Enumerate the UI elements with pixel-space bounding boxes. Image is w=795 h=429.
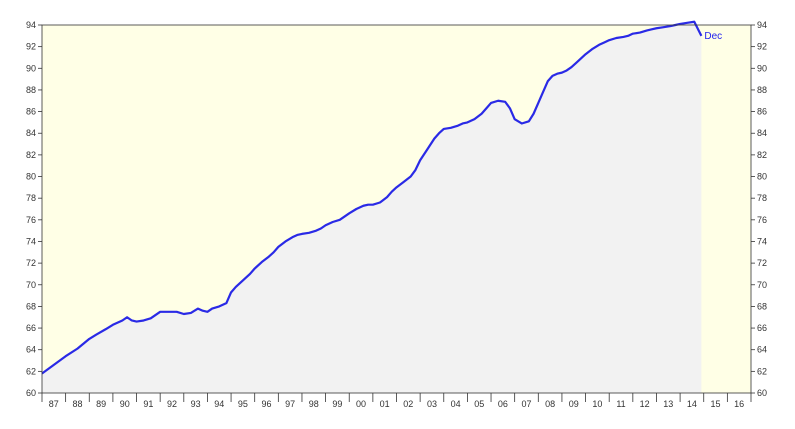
y-tick-label-left: 86 [26, 107, 36, 117]
x-tick-label: 88 [72, 399, 82, 409]
data-line [41, 20, 703, 375]
left-y-axis: 60 62 64 66 68 70 72 74 76 78 80 82 84 86 88 90 92 94 [26, 20, 42, 398]
y-tick-label-right: 68 [757, 301, 767, 311]
y-tick-label-left: 60 [26, 388, 36, 398]
y-tick-label-right: 94 [757, 20, 767, 30]
x-tick-label: 06 [498, 399, 508, 409]
y-tick-label-left: 74 [26, 236, 36, 246]
y-tick-label-left: 70 [26, 280, 36, 290]
x-tick-label: 07 [521, 399, 531, 409]
y-tick-label-right: 70 [757, 280, 767, 290]
y-tick-label-left: 66 [26, 323, 36, 333]
x-tick-label: 02 [403, 399, 413, 409]
series-end-label: Dec [704, 31, 722, 42]
y-tick-label-right: 76 [757, 215, 767, 225]
area-fill [42, 21, 702, 393]
y-tick-label-right: 86 [757, 107, 767, 117]
x-tick-label: 11 [616, 399, 625, 409]
series-area [42, 21, 702, 393]
y-tick-label-left: 72 [26, 258, 36, 268]
x-tick-label: 93 [191, 399, 201, 409]
y-tick-label-left: 90 [26, 63, 36, 73]
x-tick-label: 90 [120, 399, 130, 409]
y-tick-label-right: 66 [757, 323, 767, 333]
x-tick-label: 10 [592, 399, 602, 409]
x-tick-label: 92 [167, 399, 177, 409]
series-line [41, 20, 703, 375]
y-tick-label-left: 62 [26, 366, 36, 376]
x-tick-label: 05 [474, 399, 484, 409]
x-tick-label: 08 [545, 399, 555, 409]
y-tick-label-left: 88 [26, 85, 36, 95]
y-tick-label-right: 90 [757, 63, 767, 73]
x-tick-label: 87 [49, 399, 59, 409]
y-tick-label-right: 78 [757, 193, 767, 203]
x-tick-label: 91 [143, 399, 153, 409]
x-tick-label: 16 [734, 399, 744, 409]
x-tick-label: 01 [380, 399, 390, 409]
x-tick-label: 96 [262, 399, 272, 409]
y-tick-label-right: 74 [757, 236, 767, 246]
y-tick-label-left: 80 [26, 172, 36, 182]
x-tick-label: 94 [214, 399, 224, 409]
x-axis: 87 88 89 90 91 92 93 94 95 96 97 98 99 00 01 02 03 04 05 06… [41, 393, 752, 409]
x-tick-label: 12 [640, 399, 650, 409]
y-tick-label-right: 82 [757, 150, 767, 160]
x-tick-label: 03 [427, 399, 437, 409]
x-tick-label: 89 [96, 399, 106, 409]
y-tick-label-right: 84 [757, 128, 767, 138]
x-tick-label: 04 [451, 399, 461, 409]
y-tick-label-right: 64 [757, 345, 767, 355]
y-tick-label-right: 62 [757, 366, 767, 376]
x-tick-label: 14 [687, 399, 697, 409]
y-tick-label-right: 92 [757, 42, 767, 52]
y-tick-label-left: 94 [26, 20, 36, 30]
y-tick-label-left: 68 [26, 301, 36, 311]
x-tick-label: 09 [569, 399, 579, 409]
right-y-axis: 60 62 64 66 68 70 72 74 76 78 80 82 84 86 88 90 92 94 [751, 20, 767, 398]
x-tick-label: 00 [356, 399, 366, 409]
y-tick-label-left: 82 [26, 150, 36, 160]
y-tick-label-left: 76 [26, 215, 36, 225]
x-tick-label: 95 [238, 399, 248, 409]
y-tick-label-right: 72 [757, 258, 767, 268]
x-tick-label: 98 [309, 399, 319, 409]
y-tick-label-right: 88 [757, 85, 767, 95]
x-tick-label: 99 [332, 399, 342, 409]
x-tick-label: 97 [285, 399, 295, 409]
y-tick-label-left: 84 [26, 128, 36, 138]
y-tick-label-left: 78 [26, 193, 36, 203]
y-tick-label-right: 60 [757, 388, 767, 398]
y-tick-label-left: 64 [26, 345, 36, 355]
y-tick-label-left: 92 [26, 42, 36, 52]
x-tick-label: 13 [663, 399, 673, 409]
y-tick-label-right: 80 [757, 172, 767, 182]
x-tick-label: 15 [711, 399, 721, 409]
